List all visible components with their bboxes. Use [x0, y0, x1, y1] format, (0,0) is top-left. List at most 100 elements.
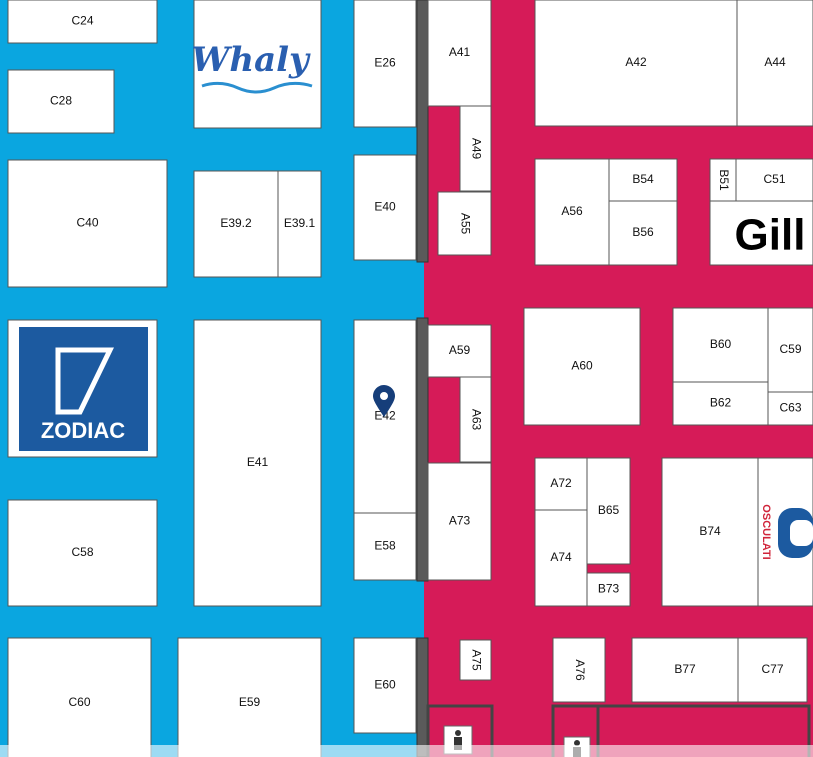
booth[interactable]: B65	[586, 457, 631, 565]
booth[interactable]: B56	[608, 200, 678, 266]
booth-label: E59	[239, 695, 261, 709]
logo-text: ZODIAC	[41, 418, 125, 443]
booth-label: A44	[764, 55, 786, 69]
booth-label: E39.1	[284, 216, 316, 230]
booth-area[interactable]	[586, 572, 631, 607]
booth[interactable]: B54	[608, 158, 678, 202]
booth-area[interactable]	[534, 509, 588, 607]
booth-area[interactable]	[7, 159, 168, 288]
booth[interactable]: E26	[353, 0, 417, 128]
booth[interactable]: A42	[534, 0, 738, 127]
booth[interactable]: E58	[353, 512, 417, 581]
booth[interactable]: A41	[427, 0, 492, 107]
booth-area[interactable]	[672, 307, 769, 383]
booth-label: A41	[449, 45, 471, 59]
booth[interactable]: C63	[767, 391, 813, 426]
booth-area[interactable]	[631, 637, 739, 703]
booth[interactable]: C60	[7, 637, 152, 757]
booth[interactable]: B60	[672, 307, 769, 383]
booth-area[interactable]	[534, 457, 588, 511]
booth-area[interactable]	[7, 637, 152, 757]
booth[interactable]: E60	[353, 637, 417, 734]
booth[interactable]: C28	[7, 69, 115, 134]
booth[interactable]: A72	[534, 457, 588, 511]
booth[interactable]: B74	[661, 457, 759, 607]
booth[interactable]: A75	[459, 639, 492, 681]
booth[interactable]: E39.2	[193, 170, 279, 278]
booth[interactable]: B73	[586, 572, 631, 607]
booth-label: C60	[68, 695, 90, 709]
booth-area[interactable]	[534, 0, 738, 127]
booth[interactable]: A73	[427, 462, 492, 581]
booth-area[interactable]	[459, 376, 492, 463]
logo-text: Whaly	[191, 40, 311, 80]
booth-area[interactable]	[277, 170, 322, 278]
booth-area[interactable]	[437, 191, 492, 256]
walls	[416, 0, 429, 757]
booth-area[interactable]	[427, 324, 492, 378]
logo-text: Gill	[735, 211, 806, 260]
booth-label: C24	[71, 14, 93, 28]
booth-area[interactable]	[7, 0, 158, 44]
booth[interactable]: A49	[459, 105, 492, 192]
booth[interactable]: A56	[534, 158, 610, 266]
booth-label: B65	[598, 503, 620, 517]
booth[interactable]: E42	[353, 319, 417, 514]
booth[interactable]: A74	[534, 509, 588, 607]
booth-area[interactable]	[534, 158, 610, 266]
booth[interactable]: E41	[193, 319, 322, 607]
booth[interactable]: C77	[737, 637, 808, 703]
booth-area[interactable]	[7, 69, 115, 134]
booth-area[interactable]	[427, 0, 492, 107]
booth[interactable]: C40	[7, 159, 168, 288]
booth-area[interactable]	[353, 0, 417, 128]
booth-area[interactable]	[353, 319, 417, 514]
booth-area[interactable]	[353, 637, 417, 734]
booth[interactable]: E39.1	[277, 170, 322, 278]
logo-wave	[201, 81, 313, 94]
booth-area[interactable]	[737, 637, 808, 703]
booth-area[interactable]	[177, 637, 322, 757]
booth-area[interactable]	[193, 319, 322, 607]
booth-label: A63	[469, 409, 483, 431]
booth-area[interactable]	[459, 105, 492, 192]
booth[interactable]: A76	[552, 637, 606, 703]
booth-area[interactable]	[767, 391, 813, 426]
booth[interactable]: B51	[709, 158, 737, 202]
booth[interactable]: C51	[735, 158, 813, 202]
booth-label: E26	[374, 56, 396, 70]
booth-area[interactable]	[767, 307, 813, 393]
booth-area[interactable]	[608, 200, 678, 266]
booth-area[interactable]	[709, 158, 737, 202]
booth-area[interactable]	[427, 462, 492, 581]
booth[interactable]: B62	[672, 381, 769, 426]
booth[interactable]: B77	[631, 637, 739, 703]
booth-area[interactable]	[672, 381, 769, 426]
booth[interactable]: A63	[459, 376, 492, 463]
booth[interactable]: A55	[437, 191, 492, 256]
booth-area[interactable]	[608, 158, 678, 202]
map-pin-dot	[380, 392, 388, 400]
booth[interactable]: E40	[353, 154, 417, 261]
booth-area[interactable]	[736, 0, 813, 127]
booth-label: A75	[469, 649, 483, 671]
booth[interactable]: A60	[523, 307, 641, 426]
booth-label: B77	[674, 662, 696, 676]
booth-area[interactable]	[661, 457, 759, 607]
booth-area[interactable]	[353, 154, 417, 261]
booth[interactable]: C24	[7, 0, 158, 44]
booth-area[interactable]	[552, 637, 606, 703]
booth-area[interactable]	[7, 499, 158, 607]
booth[interactable]: C58	[7, 499, 158, 607]
booth[interactable]: A59	[427, 324, 492, 378]
booth[interactable]: A44	[736, 0, 813, 127]
booth-area[interactable]	[459, 639, 492, 681]
booth-area[interactable]	[523, 307, 641, 426]
booth[interactable]: C59	[767, 307, 813, 393]
booth-area[interactable]	[586, 457, 631, 565]
logo-box	[709, 200, 813, 266]
booth-area[interactable]	[353, 512, 417, 581]
booth[interactable]: E59	[177, 637, 322, 757]
booth-label: B60	[710, 337, 732, 351]
